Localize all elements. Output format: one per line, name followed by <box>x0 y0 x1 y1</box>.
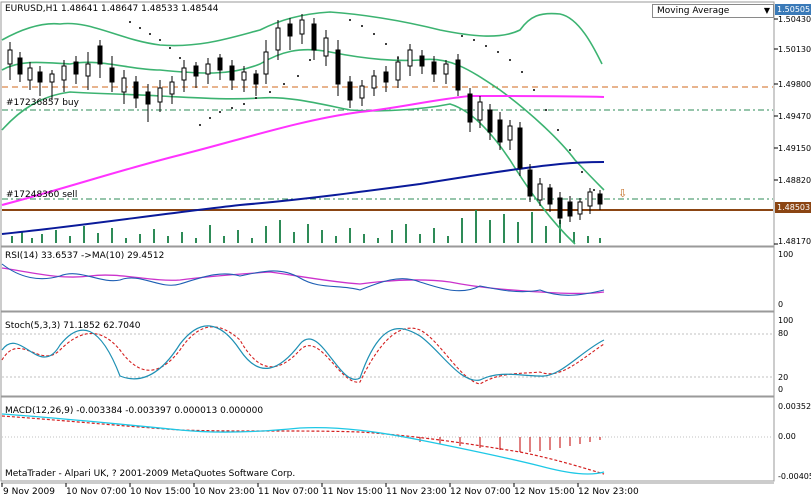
stoch-axis-label: 100 <box>778 316 794 325</box>
time-axis-label: 10 Nov 07:00 <box>66 487 127 497</box>
chevron-down-icon: ▼ <box>763 6 770 15</box>
indicator-dropdown[interactable]: Moving Average ▼ <box>652 4 774 18</box>
candlesticks <box>7 14 603 224</box>
price-axis-ticks <box>774 18 778 245</box>
copyright-text: MetaTrader - Alpari UK, ? 2001-2009 Meta… <box>5 469 296 479</box>
rsi-axis-label: 100 <box>778 250 794 259</box>
time-axis-label: 9 Nov 2009 <box>3 487 55 497</box>
time-axis-label: 12 Nov 15:00 <box>514 487 575 497</box>
stoch-panel-frame <box>0 311 775 397</box>
time-axis-label: 11 Nov 23:00 <box>386 487 447 497</box>
stoch-label: Stoch(5,3,3) 71.1852 62.7040 <box>5 321 141 331</box>
macd-label: MACD(12,26,9) -0.003384 -0.003397 0.0000… <box>5 406 264 416</box>
time-axis-label: 11 Nov 15:00 <box>322 487 383 497</box>
macd-panel-frame <box>0 396 775 482</box>
current-price-marker: 1.48503 <box>775 202 811 213</box>
stoch-axis-label: 80 <box>778 329 789 338</box>
stoch-main-line <box>1 325 605 381</box>
macd-signal-line <box>1 415 605 475</box>
volume-bars <box>11 210 601 243</box>
macd-axis-label: 0.00 <box>778 432 796 441</box>
price-axis-label: 1.48170 <box>778 237 811 246</box>
rsi-line <box>1 263 605 296</box>
parabolic-sar <box>129 19 595 191</box>
price-axis-label: 1.50130 <box>778 45 811 54</box>
stoch-axis-label: 20 <box>778 373 789 382</box>
time-axis-label: 10 Nov 15:00 <box>130 487 191 497</box>
sell-order-label: #17248360 sell <box>6 190 78 200</box>
indicator-dropdown-label: Moving Average <box>657 6 730 16</box>
rsi-label: RSI(14) 33.6537 ->MA(10) 29.4512 <box>5 251 165 261</box>
symbol-info: EURUSD,H1 1.48641 1.48647 1.48533 1.4854… <box>5 4 219 14</box>
price-axis-label: 1.49800 <box>778 80 811 89</box>
rsi-ma-line <box>1 267 605 295</box>
price-axis-label: 1.49150 <box>778 144 811 153</box>
time-axis-label: 12 Nov 07:00 <box>450 487 511 497</box>
rsi-axis-label: 0 <box>778 300 784 309</box>
time-axis-label: 12 Nov 23:00 <box>578 487 639 497</box>
arrow-down-icon: ⇩ <box>618 187 628 200</box>
moving-average-magenta <box>1 94 605 206</box>
stoch-signal-line <box>1 326 605 385</box>
macd-axis-label: -0.00405 <box>778 472 811 481</box>
bollinger-bands <box>1 11 605 245</box>
macd-histogram <box>419 437 601 452</box>
price-axis-label: 1.48820 <box>778 176 811 185</box>
time-axis-ticks <box>1 483 579 487</box>
main-panel-frame <box>0 1 775 247</box>
rsi-panel-frame <box>0 246 775 312</box>
time-axis-label: 10 Nov 23:00 <box>194 487 255 497</box>
stoch-axis-label: 0 <box>778 385 784 394</box>
macd-axis-label: 0.00352 <box>778 402 811 411</box>
time-axis-label: 11 Nov 07:00 <box>258 487 319 497</box>
top-price-marker: 1.50505 <box>775 4 811 15</box>
moving-average-blue <box>1 161 605 235</box>
buy-order-label: #17236857 buy <box>6 98 79 108</box>
macd-main-line <box>1 413 605 475</box>
price-axis-label: 1.49470 <box>778 112 811 121</box>
price-axis-label: 1.50430 <box>778 15 811 24</box>
